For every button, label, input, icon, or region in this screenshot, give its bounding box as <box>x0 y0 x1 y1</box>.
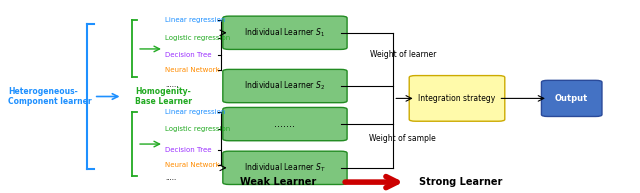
Text: Individual Learner $S_T$: Individual Learner $S_T$ <box>244 162 326 174</box>
FancyBboxPatch shape <box>541 80 602 116</box>
Text: Output: Output <box>555 94 588 103</box>
Text: Logistic regression: Logistic regression <box>165 126 230 132</box>
Text: Weak Learner: Weak Learner <box>241 177 317 187</box>
Text: Individual Learner $S_1$: Individual Learner $S_1$ <box>244 26 326 39</box>
Text: .....: ..... <box>165 175 177 181</box>
FancyBboxPatch shape <box>223 16 347 49</box>
Text: Linear regression: Linear regression <box>165 17 225 23</box>
Text: Decision Tree: Decision Tree <box>165 147 212 153</box>
Text: Integration strategy: Integration strategy <box>419 94 495 103</box>
FancyBboxPatch shape <box>409 76 505 121</box>
Text: Homogenity-
Base Learner: Homogenity- Base Learner <box>135 87 192 106</box>
Text: ......: ...... <box>165 82 179 88</box>
Text: Logistic regression: Logistic regression <box>165 35 230 41</box>
Text: Weight of learner: Weight of learner <box>370 50 436 59</box>
Text: Individual Learner $S_2$: Individual Learner $S_2$ <box>244 80 326 92</box>
FancyBboxPatch shape <box>223 151 347 185</box>
Text: Heterogeneous-
Component learner: Heterogeneous- Component learner <box>8 87 92 106</box>
FancyBboxPatch shape <box>223 108 347 141</box>
Text: Neural Network: Neural Network <box>165 162 220 168</box>
Text: Decision Tree: Decision Tree <box>165 52 212 58</box>
Text: Weight of sample: Weight of sample <box>369 134 436 143</box>
Text: Strong Learner: Strong Learner <box>419 177 502 187</box>
FancyBboxPatch shape <box>223 69 347 103</box>
Text: Neural Network: Neural Network <box>165 67 220 73</box>
Text: Linear regression: Linear regression <box>165 109 225 115</box>
Text: .......: ....... <box>275 119 296 129</box>
